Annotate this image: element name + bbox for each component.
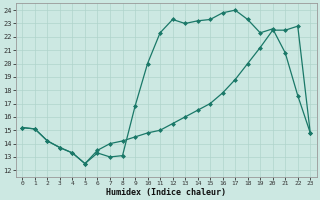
X-axis label: Humidex (Indice chaleur): Humidex (Indice chaleur) xyxy=(106,188,226,197)
